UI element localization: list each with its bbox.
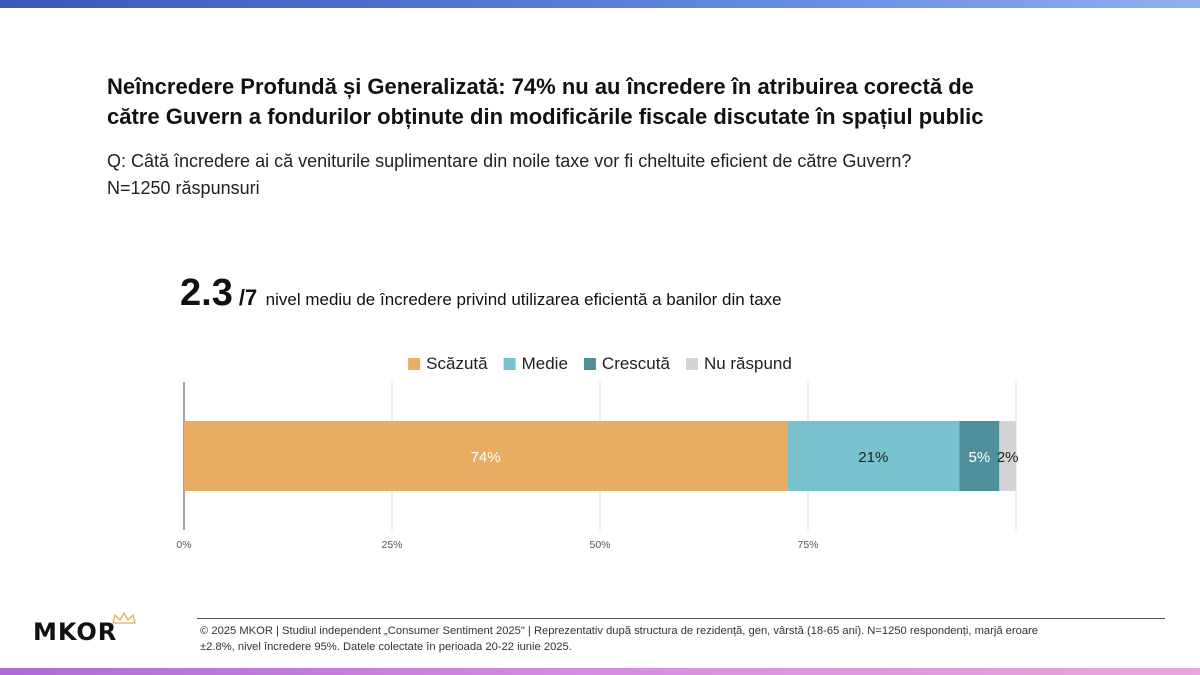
sample-size-line: N=1250 răspunsuri bbox=[107, 178, 260, 198]
data-label-1: 74% bbox=[471, 449, 501, 466]
legend-item-1: Scăzută bbox=[408, 354, 488, 373]
legend-item-2: Medie bbox=[503, 354, 568, 373]
question-line: Q: Câtă încredere ai că veniturile supli… bbox=[107, 151, 912, 171]
footer-line-2: ±2.8%, nivel încredere 95%. Datele colec… bbox=[200, 640, 572, 653]
x-axis-ticks: 0% 25% 50% 75% bbox=[176, 539, 818, 551]
slide-title: Neîncredere Profundă și Generalizată: 74… bbox=[107, 72, 1167, 132]
legend-item-4: Nu răspund bbox=[685, 354, 792, 373]
legend-swatch bbox=[685, 358, 698, 370]
question-text: Q: Câtă încredere ai că veniturile supli… bbox=[107, 148, 1167, 202]
bar-segment-1 bbox=[184, 421, 788, 491]
legend-swatch bbox=[408, 358, 421, 370]
footer-line-1: © 2025 MKOR | Studiul independent „Consu… bbox=[200, 625, 1038, 637]
footer-disclaimer: © 2025 MKOR | Studiul independent „Consu… bbox=[200, 624, 1160, 655]
data-label-3: 5% bbox=[969, 449, 991, 466]
legend-item-3: Crescută bbox=[583, 354, 671, 373]
data-label-4: 2% bbox=[997, 449, 1019, 466]
x-tick-label: 50% bbox=[589, 539, 610, 551]
bottom-accent-bar bbox=[0, 668, 1200, 675]
chart-legend: Scăzută Medie Crescută Nu răspund bbox=[408, 354, 792, 373]
mkor-logo: MKOR bbox=[33, 612, 143, 652]
footer-divider bbox=[197, 618, 1165, 619]
kpi-value: 2.3 bbox=[180, 272, 233, 314]
data-label-2: 21% bbox=[858, 449, 888, 466]
title-line-2: către Guvern a fondurilor obținute din m… bbox=[107, 104, 984, 129]
x-tick-label: 0% bbox=[176, 539, 191, 551]
legend-swatch bbox=[503, 358, 516, 370]
top-accent-bar bbox=[0, 0, 1200, 8]
title-line-1: Neîncredere Profundă și Generalizată: 74… bbox=[107, 74, 974, 99]
average-trust-kpi: 2.3/7 nivel mediu de încredere privind u… bbox=[180, 272, 782, 314]
bar-segment-2 bbox=[787, 421, 960, 491]
logo-text: MKOR bbox=[33, 618, 118, 646]
x-tick-label: 75% bbox=[797, 539, 818, 551]
crown-icon bbox=[112, 612, 136, 624]
legend-swatch bbox=[583, 358, 596, 370]
legend-label: Scăzută bbox=[426, 354, 488, 373]
kpi-scale: /7 bbox=[238, 285, 258, 310]
chart-bars: 74% 21% 5% 2% bbox=[184, 421, 1019, 491]
kpi-label: nivel mediu de încredere privind utiliza… bbox=[265, 290, 782, 309]
bar-segment-3 bbox=[959, 421, 1000, 491]
x-tick-label: 25% bbox=[381, 539, 402, 551]
legend-label: Nu răspund bbox=[704, 354, 792, 373]
stacked-bar-chart: Scăzută Medie Crescută Nu răspund 74% 21% 5% 2… bbox=[176, 354, 1019, 551]
bar-segment-4 bbox=[999, 421, 1016, 491]
legend-label: Medie bbox=[522, 354, 568, 373]
legend-label: Crescută bbox=[602, 354, 671, 373]
